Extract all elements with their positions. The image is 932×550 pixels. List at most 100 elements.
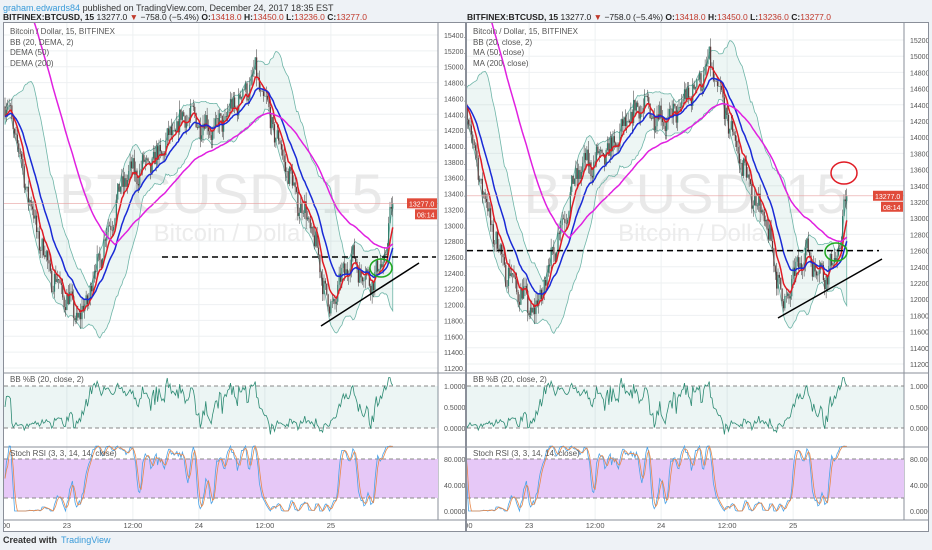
- candle: [85, 295, 87, 305]
- candle: [232, 97, 234, 109]
- candle: [130, 161, 133, 169]
- candle: [300, 202, 302, 213]
- candle: [733, 131, 735, 135]
- candle: [777, 274, 779, 289]
- candle: [313, 235, 315, 247]
- candle: [297, 191, 299, 216]
- chart-panel-left[interactable]: 12:00 23 12:00 24 12:00 25 15400.0 15200.0 15000…: [0, 0, 469, 532]
- candle: [529, 307, 532, 316]
- bbpb-tick-label: 0.0000: [910, 426, 928, 433]
- candle: [170, 126, 172, 136]
- candle: [34, 215, 36, 219]
- bbpb-label: BB %B (20, close, 2): [10, 375, 84, 384]
- candle: [609, 137, 611, 156]
- candle: [360, 269, 362, 278]
- candle: [520, 288, 522, 305]
- candle: [117, 183, 119, 200]
- candle: [33, 209, 35, 219]
- candle: [26, 186, 28, 189]
- candle: [51, 270, 53, 293]
- author-link[interactable]: graham.edwards84: [3, 3, 81, 13]
- candle: [258, 77, 260, 91]
- candle: [707, 58, 709, 64]
- candle: [752, 205, 754, 209]
- time-tick-label: 25: [789, 521, 797, 530]
- candle: [287, 171, 289, 184]
- candle: [161, 151, 163, 156]
- candle: [246, 83, 248, 101]
- chart-canvas[interactable]: 12:00 23 12:00 24 12:00 25 15200.0 15000.0 14800…: [454, 0, 932, 531]
- candle: [503, 257, 505, 265]
- candle: [334, 299, 336, 304]
- stoch-band: [467, 459, 904, 498]
- candle: [210, 135, 212, 140]
- candle: [205, 115, 207, 129]
- candle: [637, 102, 639, 107]
- fast-ma-line: [458, 65, 848, 308]
- candle: [36, 215, 38, 233]
- bbpb-tick-label: 0.5000: [444, 405, 465, 412]
- publish-info: graham.edwards84 published on TradingVie…: [3, 3, 334, 13]
- candle: [524, 285, 526, 287]
- candle: [644, 96, 646, 108]
- price-tick-label: 13000.0: [444, 223, 465, 230]
- price-tick-label: 13200.0: [444, 207, 465, 214]
- stoch-k-line: [458, 444, 847, 513]
- price-tick-label: 11800.0: [910, 313, 928, 320]
- candle: [664, 126, 666, 132]
- candle: [480, 178, 482, 181]
- candle: [198, 125, 200, 128]
- candle: [220, 113, 222, 116]
- price-tick-label: 13200.0: [910, 200, 928, 207]
- candle: [195, 113, 197, 128]
- candle: [31, 206, 34, 210]
- price-tick-label: 12800.0: [910, 232, 928, 239]
- candle: [630, 111, 632, 123]
- price-tick-label: 12600.0: [910, 249, 928, 256]
- tradingview-link[interactable]: TradingView: [61, 535, 111, 545]
- candle: [498, 248, 500, 251]
- candle: [787, 293, 789, 296]
- candle: [583, 152, 585, 163]
- candle: [295, 187, 298, 192]
- candle: [364, 275, 366, 281]
- candle: [639, 113, 642, 119]
- candle: [216, 118, 218, 119]
- candle: [192, 105, 194, 107]
- chart-canvas[interactable]: 12:00 23 12:00 24 12:00 25 15400.0 15200.0 15000…: [0, 0, 469, 531]
- candle: [49, 263, 51, 271]
- candle: [688, 87, 690, 98]
- time-tick-label: 12:00: [123, 521, 142, 530]
- time-tick-label: 23: [525, 521, 533, 530]
- ticker-line-right: BITFINEX:BTCUSD, 15 13277.0 ▼ −758.0 (−5…: [467, 12, 831, 22]
- candle: [16, 134, 18, 144]
- slow-ma-line: [25, 0, 394, 249]
- watermark-symbol: BTCUSD, 15: [59, 162, 383, 225]
- candle: [372, 281, 375, 291]
- stoch-d-line: [4, 445, 393, 512]
- candle: [822, 265, 824, 280]
- price-tick-label: 14800.0: [444, 81, 465, 88]
- bbpb-band: [4, 386, 438, 428]
- candle: [842, 216, 844, 241]
- chart-panel-right[interactable]: 12:00 23 12:00 24 12:00 25 15200.0 15000.0 14800…: [454, 0, 932, 532]
- candle: [551, 247, 554, 248]
- candle: [615, 142, 617, 148]
- candle: [580, 171, 582, 179]
- candle: [335, 301, 337, 304]
- candle: [103, 239, 105, 259]
- candle: [173, 130, 175, 131]
- candle: [389, 206, 391, 224]
- candle: [122, 176, 124, 187]
- candle: [547, 265, 549, 273]
- candle: [782, 301, 785, 309]
- candle: [736, 140, 738, 148]
- candle: [212, 131, 214, 140]
- candle: [807, 238, 809, 252]
- candle: [115, 199, 117, 219]
- price-tick-label: 13800.0: [444, 160, 465, 167]
- candle: [110, 225, 112, 230]
- candle: [627, 120, 629, 122]
- candle: [679, 106, 681, 108]
- candle: [674, 103, 676, 107]
